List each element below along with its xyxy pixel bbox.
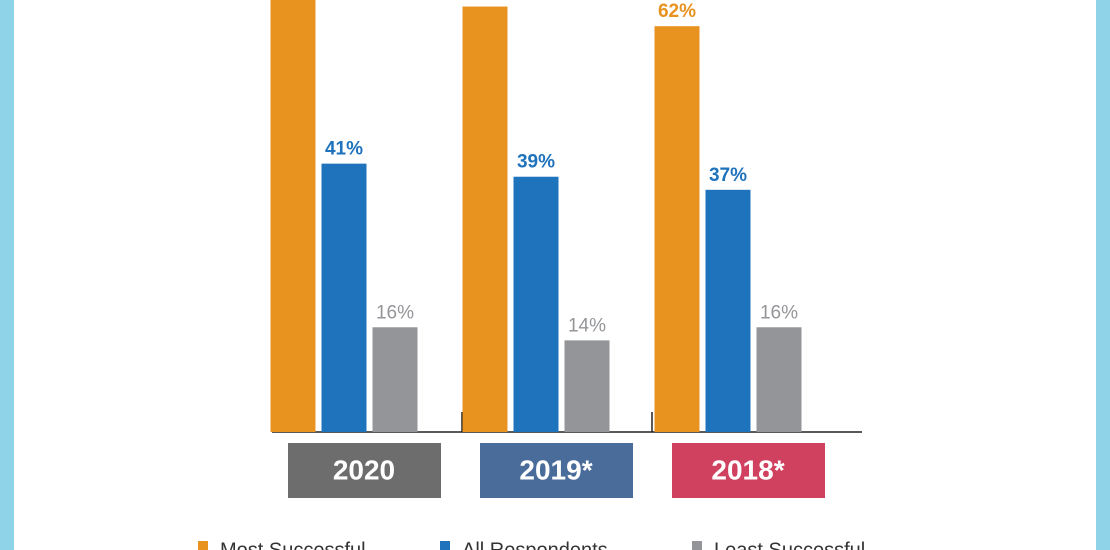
bar bbox=[564, 340, 610, 432]
value-label: 16% bbox=[760, 302, 798, 323]
category-box bbox=[288, 443, 441, 498]
bar bbox=[654, 26, 700, 432]
value-label: 41% bbox=[325, 139, 363, 160]
value-label: 62% bbox=[658, 1, 696, 22]
legend-swatch bbox=[198, 541, 208, 550]
bar bbox=[372, 327, 418, 432]
legend-label: Least Successful bbox=[714, 539, 865, 550]
category-label: 2018* bbox=[711, 454, 784, 485]
bar bbox=[270, 0, 316, 433]
bar bbox=[462, 6, 508, 433]
value-label: 37% bbox=[709, 165, 747, 186]
bar bbox=[705, 189, 751, 432]
value-label: 14% bbox=[568, 315, 606, 336]
category-label: 2020 bbox=[333, 454, 395, 485]
category-box bbox=[672, 443, 825, 498]
value-label: 39% bbox=[517, 152, 555, 173]
bar bbox=[321, 163, 367, 433]
legend-swatch bbox=[692, 541, 702, 550]
legend-label: Most Successful bbox=[220, 539, 366, 550]
value-label: 16% bbox=[376, 302, 414, 323]
legend-swatch bbox=[440, 541, 450, 550]
bar bbox=[513, 176, 559, 432]
category-box bbox=[480, 443, 633, 498]
legend-label: All Respondents bbox=[462, 539, 608, 550]
bar bbox=[756, 327, 802, 432]
category-label: 2019* bbox=[519, 454, 592, 485]
